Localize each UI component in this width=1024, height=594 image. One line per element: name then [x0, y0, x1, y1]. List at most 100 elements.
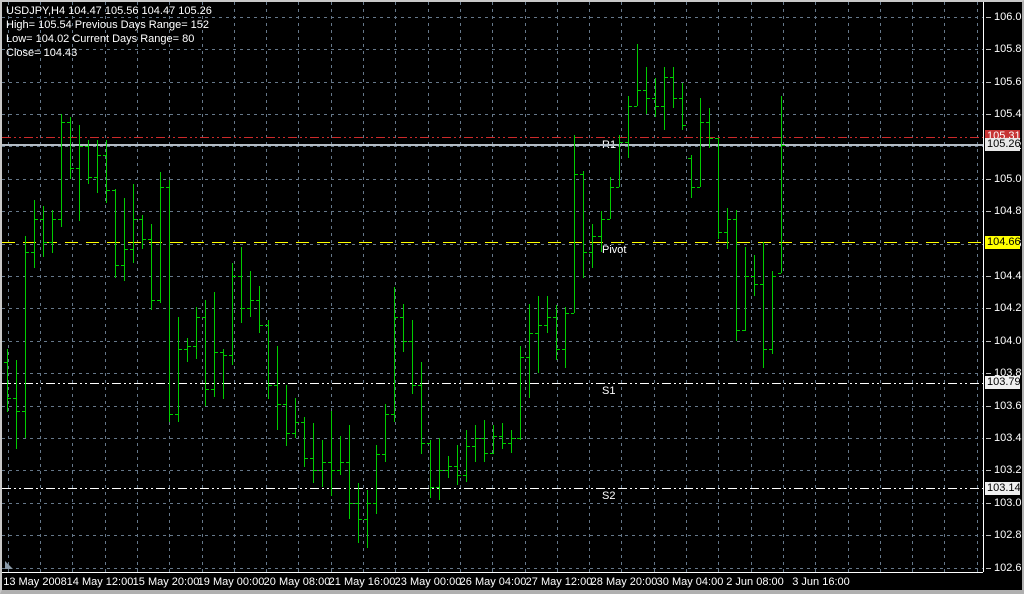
close-tick	[367, 502, 371, 504]
ohlc-bar	[753, 255, 755, 296]
close-tick	[115, 264, 119, 266]
close-tick	[385, 413, 389, 415]
close-tick	[529, 332, 533, 334]
ohlc-bar	[375, 444, 377, 515]
ohlc-bar	[213, 292, 215, 398]
close-tick	[169, 413, 173, 415]
open-tick	[678, 97, 682, 99]
open-tick	[777, 272, 781, 274]
gridline-vertical	[944, 2, 946, 572]
close-tick	[331, 470, 335, 472]
price-tick-label: 103.85	[994, 367, 1022, 380]
close-tick	[277, 404, 281, 405]
ohlc-bar	[339, 436, 341, 476]
chart-plot-area[interactable]: USDJPY,H4 104.47 105.56 104.47 105.26 Hi…	[2, 2, 983, 572]
level-line-s2[interactable]	[2, 488, 983, 490]
ohlc-bar	[15, 360, 17, 450]
close-tick	[178, 348, 182, 350]
gridline-horizontal	[2, 243, 983, 245]
open-tick	[480, 438, 484, 439]
ohlc-bar	[762, 242, 764, 369]
level-line-s1[interactable]	[2, 382, 983, 384]
open-tick	[642, 89, 646, 91]
time-axis-label: 15 May 20:00	[132, 576, 200, 588]
ohlc-bar	[348, 425, 350, 520]
level-line-r1[interactable]	[2, 136, 983, 138]
gridline-horizontal	[2, 114, 983, 115]
ohlc-bar	[402, 303, 404, 353]
ohlc-bar	[492, 425, 494, 455]
open-tick	[363, 519, 367, 520]
gridline-horizontal	[2, 276, 983, 277]
level-line-current-price[interactable]	[2, 143, 983, 146]
close-tick	[664, 76, 668, 78]
open-tick	[471, 446, 475, 448]
level-line-pivot[interactable]	[2, 242, 983, 243]
price-box-pivot: 104.66	[985, 235, 1021, 249]
close-tick	[313, 470, 317, 472]
close-tick	[25, 251, 29, 253]
close-tick	[124, 248, 128, 250]
close-tick	[421, 442, 425, 444]
price-tick-label: 106.05	[994, 10, 1022, 23]
gridline-vertical	[427, 2, 429, 572]
price-tick-mark	[986, 114, 991, 115]
open-tick	[696, 186, 700, 188]
close-tick	[250, 300, 254, 302]
close-tick	[358, 519, 362, 520]
price-tick-label: 103.05	[994, 496, 1022, 509]
close-tick	[79, 146, 83, 148]
open-tick	[309, 457, 313, 459]
gridline-horizontal	[2, 405, 983, 407]
close-tick	[286, 433, 290, 435]
ohlc-bar	[393, 287, 395, 422]
ohlc-bar	[177, 316, 179, 422]
close-tick	[457, 475, 461, 477]
open-tick	[201, 316, 205, 318]
open-tick	[84, 146, 88, 148]
ohlc-bar	[420, 361, 422, 455]
ohlc-bar	[636, 44, 638, 106]
time-axis-label: 19 May 00:00	[197, 576, 265, 588]
time-axis[interactable]: 13 May 2008 14 May 12:00 15 May 20:00 19 Ma…	[2, 572, 983, 590]
open-tick	[507, 442, 511, 444]
price-tick-mark	[986, 535, 991, 537]
gridline-horizontal	[2, 535, 983, 537]
close-tick	[565, 313, 569, 315]
ohlc-bar	[672, 67, 674, 108]
gridline-vertical	[363, 2, 364, 572]
open-tick	[300, 421, 304, 423]
ohlc-bar	[222, 348, 224, 400]
scroll-start-marker-icon	[5, 561, 13, 569]
close-tick	[610, 186, 614, 188]
open-tick	[534, 332, 538, 334]
open-tick	[579, 174, 583, 175]
close-tick	[61, 122, 65, 124]
price-tick-mark	[986, 405, 991, 407]
ohlc-bar	[609, 177, 611, 220]
ohlc-bar	[537, 295, 539, 374]
ohlc-bar	[528, 303, 530, 398]
close-tick	[196, 316, 200, 318]
open-tick	[687, 157, 691, 159]
close-tick	[592, 235, 596, 237]
ohlc-bar	[330, 410, 332, 497]
ohlc-bar	[87, 139, 89, 184]
open-tick	[381, 454, 385, 456]
gridline-vertical	[718, 2, 720, 572]
ohlc-bar	[735, 209, 737, 341]
ohlc-bar	[582, 170, 584, 278]
time-axis-label: 23 May 00:00	[394, 576, 462, 588]
close-tick	[448, 465, 452, 467]
ohlc-bar	[591, 224, 593, 268]
ohlc-bar	[429, 439, 431, 498]
open-tick	[417, 384, 421, 386]
open-tick	[327, 462, 331, 464]
price-axis[interactable]: 106.05105.85105.65105.45105.25105.05104.…	[983, 2, 1022, 574]
close-tick	[322, 462, 326, 464]
close-tick	[376, 454, 380, 456]
price-tick-mark	[986, 567, 991, 569]
price-tick-label: 105.85	[994, 43, 1022, 56]
ohlc-bar	[663, 67, 665, 131]
gridline-vertical	[976, 2, 978, 572]
